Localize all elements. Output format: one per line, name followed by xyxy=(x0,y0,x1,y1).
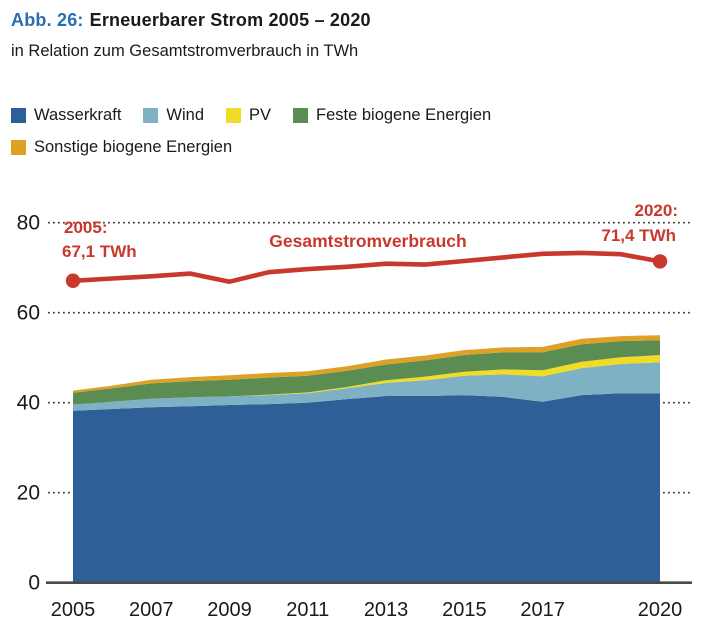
chart-legend: Wasserkraft Wind PV Feste biogene Energien S… xyxy=(11,106,671,157)
annotation-start-value: 67,1 TWh xyxy=(62,242,137,261)
ytick-label-60: 60 xyxy=(17,302,40,325)
line-gesamtstromverbrauch xyxy=(70,250,663,285)
ytick-label-80: 80 xyxy=(17,212,40,235)
legend-swatch-feste-biogene xyxy=(293,108,309,123)
ytick-label-20: 20 xyxy=(17,482,40,505)
legend-label-feste-biogene: Feste biogene Energien xyxy=(316,106,492,124)
annotation-consumption-line-label: Gesamtstromverbrauch xyxy=(269,231,467,251)
xtick-label-2020: 2020 xyxy=(638,599,683,621)
annotation-start-year: 2005: xyxy=(64,218,108,237)
legend-item-sonstige-biogene: Sonstige biogene Energien xyxy=(11,138,232,157)
area-feste-biogene xyxy=(73,340,660,405)
xtick-label-2009: 2009 xyxy=(207,599,252,621)
figure-title: Abb. 26: Erneuerbarer Strom 2005 – 2020 xyxy=(11,10,371,31)
point-end-2020 xyxy=(652,254,668,269)
legend-label-wind: Wind xyxy=(166,106,204,124)
area-sonstige-biogene xyxy=(73,335,660,393)
ytick-label-0: 0 xyxy=(28,572,40,595)
legend-swatch-wind xyxy=(143,108,159,123)
xtick-label-2013: 2013 xyxy=(364,599,409,621)
area-pv xyxy=(73,355,660,405)
legend-item-feste-biogene: Feste biogene Energien xyxy=(293,106,491,125)
annotation-end-year: 2020: xyxy=(634,201,678,220)
area-wind xyxy=(73,362,660,411)
legend-item-wasserkraft: Wasserkraft xyxy=(11,106,121,125)
legend-label-sonstige-biogene: Sonstige biogene Energien xyxy=(34,138,233,156)
legend-item-wind: Wind xyxy=(143,106,204,125)
ytick-label-40: 40 xyxy=(17,392,40,415)
legend-label-pv: PV xyxy=(249,106,272,124)
xtick-label-2017: 2017 xyxy=(520,599,565,621)
figure-subtitle: in Relation zum Gesamtstromverbrauch in … xyxy=(11,42,359,60)
legend-swatch-pv xyxy=(226,108,241,123)
xtick-label-2015: 2015 xyxy=(442,599,487,621)
xtick-label-2011: 2011 xyxy=(286,599,329,621)
legend-swatch-sonstige-biogene xyxy=(11,140,26,155)
figure-number: Abb. 26: xyxy=(11,10,84,30)
area-wasserkraft xyxy=(73,393,660,583)
point-start-2005 xyxy=(65,273,81,288)
legend-label-wasserkraft: Wasserkraft xyxy=(34,106,122,124)
legend-swatch-wasserkraft xyxy=(11,108,26,123)
xtick-label-2005: 2005 xyxy=(51,599,96,621)
figure-title-text: Erneuerbarer Strom 2005 – 2020 xyxy=(89,10,371,30)
xtick-label-2007: 2007 xyxy=(129,599,174,621)
figure-header: Abb. 26: Erneuerbarer Strom 2005 – 2020 i… xyxy=(11,10,371,61)
annotation-end-value: 71,4 TWh xyxy=(601,226,676,245)
legend-item-pv: PV xyxy=(226,106,271,125)
